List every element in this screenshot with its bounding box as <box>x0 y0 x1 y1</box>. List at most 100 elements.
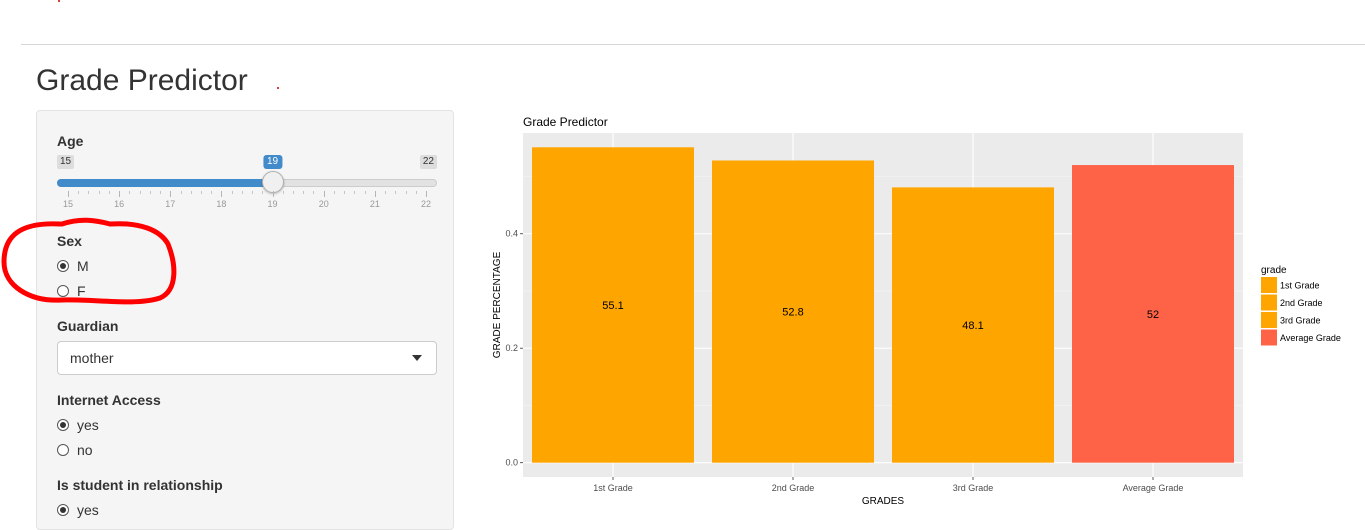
slider-tick <box>385 191 387 194</box>
slider-tick <box>119 191 121 197</box>
input-sidebar: Age 15 22 19 15 16 17 18 19 20 21 22 Sex M F Gu… <box>36 110 454 530</box>
radio-button[interactable] <box>57 419 69 431</box>
slider-tick-label: 18 <box>216 199 227 209</box>
internet-label: Internet Access <box>57 392 161 408</box>
slider-tick <box>374 191 376 197</box>
relationship-option-yes[interactable]: yes <box>57 501 99 519</box>
slider-tick <box>139 191 141 194</box>
y-tick-label: 0.4 <box>505 229 518 239</box>
header-divider <box>21 44 1365 45</box>
slider-tick-label: 19 <box>267 199 278 209</box>
slider-tick <box>364 191 366 194</box>
slider-tick <box>221 191 223 197</box>
slider-tick <box>160 191 162 194</box>
radio-label: no <box>77 442 93 458</box>
slider-tick <box>231 191 233 194</box>
radio-label: yes <box>77 502 99 518</box>
legend-entry-label: 1st Grade <box>1280 281 1320 291</box>
bar <box>532 147 694 463</box>
age-slider[interactable]: 15 22 19 15 16 17 18 19 20 21 22 <box>57 155 437 215</box>
slider-tick <box>211 191 213 194</box>
slider-tick <box>170 191 172 197</box>
slider-tick <box>252 191 254 194</box>
chevron-down-icon[interactable] <box>412 355 422 361</box>
slider-tick-label: 20 <box>318 199 329 209</box>
x-tick-label: 2nd Grade <box>772 483 815 493</box>
slider-tick <box>426 191 427 197</box>
slider-tick <box>282 191 284 194</box>
slider-tick <box>323 191 325 197</box>
slider-tick <box>98 191 100 194</box>
slider-tick <box>68 191 69 197</box>
sex-option-m[interactable]: M <box>57 257 89 275</box>
radio-button[interactable] <box>57 285 69 297</box>
slider-tick-label: 22 <box>420 199 432 209</box>
radio-label: F <box>77 283 86 299</box>
grade-bar-chart: 0.0 0.2 0.4 55.1 1st Grade 52.8 2nd Grade 48.1 3… <box>492 133 1341 507</box>
x-tick-label: 1st Grade <box>593 483 633 493</box>
x-tick-label: 3rd Grade <box>953 483 994 493</box>
legend-title: grade <box>1261 265 1287 276</box>
bar-data-label: 48.1 <box>962 320 983 332</box>
y-tick-label: 0.2 <box>505 343 518 353</box>
age-label: Age <box>57 133 84 149</box>
slider-tick <box>405 191 407 194</box>
radio-label: M <box>77 258 89 274</box>
slider-tick <box>313 191 315 194</box>
bar <box>1072 165 1234 463</box>
legend-swatch <box>1261 329 1277 346</box>
y-axis-label: GRADE PERCENTAGE <box>492 251 503 358</box>
radio-button[interactable] <box>57 504 69 516</box>
sex-option-f[interactable]: F <box>57 282 86 300</box>
slider-tick-label: 16 <box>114 199 125 209</box>
slider-max-label: 22 <box>419 155 437 169</box>
slider-tick <box>293 191 295 194</box>
slider-tick <box>78 191 80 194</box>
legend-entry-label: 3rd Grade <box>1280 316 1321 326</box>
radio-label: yes <box>77 417 99 433</box>
slider-tick <box>395 191 397 194</box>
guardian-select[interactable]: mother <box>57 341 437 375</box>
x-tick-label: Average Grade <box>1123 483 1184 493</box>
bar-data-label: 55.1 <box>602 300 623 312</box>
slider-tick <box>333 191 335 194</box>
slider-tick <box>415 191 417 194</box>
stray-mark <box>277 87 279 89</box>
slider-tick <box>88 191 90 194</box>
radio-button[interactable] <box>57 260 69 272</box>
slider-tick <box>354 191 356 194</box>
slider-tick <box>180 191 182 194</box>
slider-fill <box>57 179 273 187</box>
slider-tick <box>272 191 274 197</box>
legend-swatch <box>1261 312 1277 328</box>
legend-swatch <box>1261 277 1277 293</box>
internet-option-yes[interactable]: yes <box>57 416 99 434</box>
bar-data-label: 52 <box>1147 309 1159 321</box>
slider-tick <box>149 191 151 194</box>
relationship-label: Is student in relationship <box>57 477 223 493</box>
sex-label: Sex <box>57 233 82 249</box>
slider-tick <box>190 191 192 194</box>
chart-title: Grade Predictor <box>523 115 608 129</box>
slider-tick-label: 15 <box>62 199 74 209</box>
stray-mark <box>58 0 60 2</box>
legend-entry-label: Average Grade <box>1280 333 1341 343</box>
slider-handle[interactable] <box>261 171 284 193</box>
bar <box>892 187 1054 463</box>
slider-tick <box>129 191 131 194</box>
internet-option-no[interactable]: no <box>57 441 93 459</box>
slider-tick <box>262 191 264 194</box>
radio-button[interactable] <box>57 444 69 456</box>
legend-entry-label: 2nd Grade <box>1280 298 1323 308</box>
guardian-label: Guardian <box>57 318 119 334</box>
legend-swatch <box>1261 294 1277 311</box>
page-title: Grade Predictor <box>36 64 248 97</box>
slider-tick <box>303 191 305 194</box>
slider-tick-label: 21 <box>369 199 380 209</box>
slider-tick <box>241 191 243 194</box>
y-tick-label: 0.0 <box>505 458 518 468</box>
slider-tick-label: 17 <box>165 199 176 209</box>
slider-tick <box>200 191 202 194</box>
slider-tick <box>344 191 346 194</box>
bar-data-label: 52.8 <box>782 307 803 319</box>
